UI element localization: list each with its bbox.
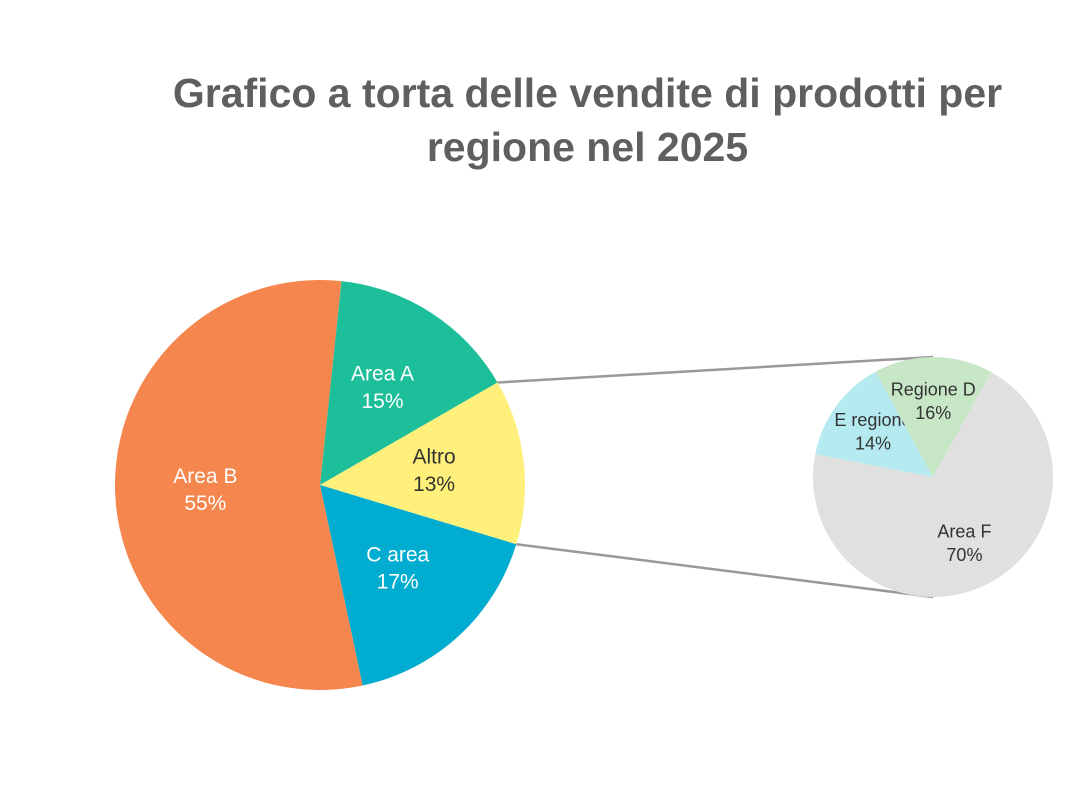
connector-line (516, 543, 934, 599)
slice-label: Area F (937, 521, 991, 541)
pie-slice (813, 372, 1053, 597)
slice-label: C area (366, 543, 429, 566)
slice-value-label: 70% (946, 545, 982, 565)
connector-line (497, 355, 934, 384)
pie-slice (875, 357, 992, 477)
pie-slice (320, 281, 498, 485)
slice-value-label: 16% (915, 403, 951, 423)
slice-label: Area B (173, 465, 237, 488)
pie-slice (320, 382, 525, 545)
slice-label: Regione D (891, 380, 976, 400)
slice-value-label: 55% (184, 492, 226, 515)
pie-slice (320, 485, 517, 686)
slice-value-label: 13% (413, 473, 455, 496)
slice-label: Altro (412, 446, 455, 469)
chart-title: Grafico a torta delle vendite di prodott… (172, 70, 1003, 170)
pie-slice (815, 371, 933, 477)
slice-value-label: 15% (362, 390, 404, 413)
slice-label: E regione (834, 410, 911, 430)
slice-value-label: 17% (377, 571, 419, 594)
slice-value-label: 14% (855, 434, 891, 454)
pie-slice (114, 280, 363, 690)
slice-label: Area A (351, 363, 414, 386)
